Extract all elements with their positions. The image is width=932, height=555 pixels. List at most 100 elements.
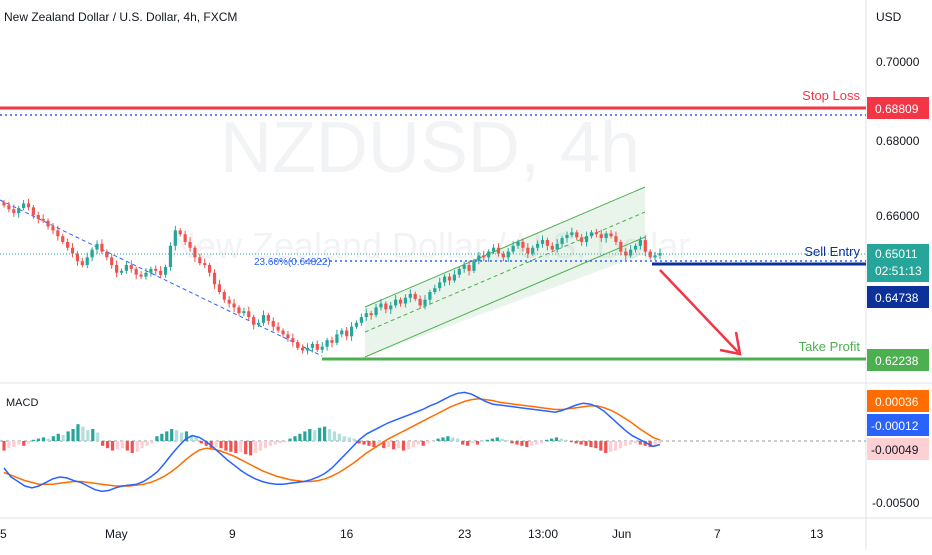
time-label-5: 5 bbox=[0, 527, 7, 541]
channel-lower-line[interactable] bbox=[364, 236, 646, 358]
candle-body bbox=[335, 334, 339, 343]
candle-body bbox=[56, 230, 60, 237]
macd-histogram-bar bbox=[614, 441, 618, 451]
candle-body bbox=[467, 265, 471, 271]
macd-histogram-bar bbox=[564, 439, 568, 441]
macd-histogram-bar bbox=[219, 441, 223, 449]
sell-entry-price-tag: 0.64738 bbox=[867, 286, 929, 308]
candle-body bbox=[163, 266, 168, 275]
macd-histogram-bar bbox=[293, 436, 297, 441]
candle-body bbox=[256, 322, 261, 325]
candle-body bbox=[193, 247, 197, 258]
macd-histogram-bar bbox=[145, 441, 149, 446]
candle-body bbox=[26, 203, 31, 208]
macd-histogram-bar bbox=[253, 441, 258, 453]
macd-histogram-bar bbox=[7, 441, 11, 449]
candle-body bbox=[296, 342, 300, 348]
macd-histogram-bar bbox=[628, 441, 633, 445]
candle-body bbox=[555, 243, 559, 250]
macd-histogram-bar bbox=[367, 441, 371, 446]
candle-body bbox=[212, 272, 217, 285]
macd-histogram-bar bbox=[416, 441, 420, 445]
candle-body bbox=[80, 261, 84, 266]
macd-histogram-bar bbox=[81, 426, 85, 441]
macd-histogram-bar bbox=[165, 431, 169, 441]
macd-histogram-bar bbox=[268, 441, 272, 446]
candle-body bbox=[36, 215, 40, 219]
macd-histogram-bar bbox=[283, 441, 287, 443]
watermark-ticker: NZDUSD, 4h bbox=[220, 108, 640, 188]
candle-body bbox=[227, 299, 231, 304]
macd-line-tag: -0.00012 bbox=[867, 414, 929, 436]
candle-body bbox=[570, 232, 574, 236]
time-label-9: 9 bbox=[229, 527, 236, 541]
macd-histogram-bar bbox=[36, 438, 41, 441]
macd-histogram-bar bbox=[229, 441, 233, 452]
candle-body bbox=[349, 326, 354, 337]
candle-body bbox=[173, 230, 177, 246]
candle-body bbox=[129, 265, 133, 269]
macd-histogram-bar bbox=[17, 441, 21, 445]
symbol-title[interactable]: New Zealand Dollar / U.S. Dollar, 4h, FX… bbox=[4, 10, 237, 24]
candle-body bbox=[134, 268, 138, 275]
candle-body bbox=[301, 347, 305, 351]
macd-histogram-bar bbox=[327, 429, 332, 441]
macd-histogram-bar bbox=[175, 430, 179, 441]
macd-histogram-bar bbox=[298, 433, 302, 441]
macd-histogram-bar bbox=[604, 441, 608, 453]
macd-histogram-bar bbox=[495, 437, 499, 441]
candle-body bbox=[389, 305, 393, 310]
macd-histogram-bar bbox=[446, 436, 450, 441]
candle-body bbox=[305, 347, 310, 351]
macd-histogram-bar bbox=[392, 441, 396, 450]
macd-histogram-bar bbox=[66, 431, 70, 441]
svg-text:0.00036: 0.00036 bbox=[875, 395, 919, 409]
take-profit-price-tag: 0.62238 bbox=[867, 349, 929, 371]
time-axis[interactable]: 5 May 9 16 23 13:00 Jun 7 13 bbox=[0, 527, 824, 541]
macd-histogram-bar bbox=[584, 441, 588, 446]
macd-histogram-bar bbox=[401, 441, 406, 451]
macd-histogram-bar bbox=[579, 441, 583, 445]
candle-body bbox=[208, 265, 212, 273]
macd-histogram-bar bbox=[303, 431, 307, 441]
candle-body bbox=[408, 293, 412, 298]
macd-histogram-bar bbox=[653, 441, 657, 446]
macd-histogram-bar bbox=[406, 441, 411, 450]
candle-body bbox=[66, 241, 70, 248]
candle-body bbox=[531, 247, 535, 254]
candle-body bbox=[643, 240, 647, 252]
macd-histogram-bar bbox=[352, 438, 356, 441]
macd-histogram-bar bbox=[2, 441, 6, 451]
candle-body bbox=[521, 241, 525, 248]
macd-histogram-bar bbox=[441, 437, 445, 441]
candle-body bbox=[340, 330, 344, 335]
macd-histogram-bar bbox=[318, 427, 322, 441]
trendline-dashed[interactable] bbox=[0, 199, 323, 357]
macd-histogram-bar bbox=[41, 437, 46, 441]
candle-body bbox=[604, 233, 608, 239]
channel-upper-line[interactable] bbox=[364, 186, 646, 308]
macd-histogram-bar bbox=[505, 439, 509, 441]
macd-title[interactable]: MACD bbox=[6, 397, 38, 409]
candle-body bbox=[619, 241, 623, 252]
price-tick-1: 0.70000 bbox=[876, 55, 920, 69]
candle-body bbox=[188, 241, 192, 248]
candle-body bbox=[75, 253, 80, 262]
candle-body bbox=[168, 245, 173, 267]
macd-histogram-bar bbox=[214, 441, 218, 447]
candle-body bbox=[565, 235, 569, 239]
candle-body bbox=[105, 251, 109, 258]
macd-histogram-bar bbox=[308, 429, 312, 441]
projection-arrow[interactable] bbox=[659, 269, 742, 356]
candle-body bbox=[438, 282, 442, 289]
macd-histogram-bar bbox=[648, 441, 652, 447]
macd-histogram-bar bbox=[110, 441, 115, 451]
time-label-jun: Jun bbox=[612, 527, 631, 541]
price-tick-3: 0.66000 bbox=[876, 209, 920, 223]
macd-histogram-bar bbox=[396, 441, 401, 449]
candle-body bbox=[124, 265, 128, 271]
macd-histogram-bar bbox=[470, 441, 475, 444]
macd-histogram-bar bbox=[130, 441, 134, 453]
